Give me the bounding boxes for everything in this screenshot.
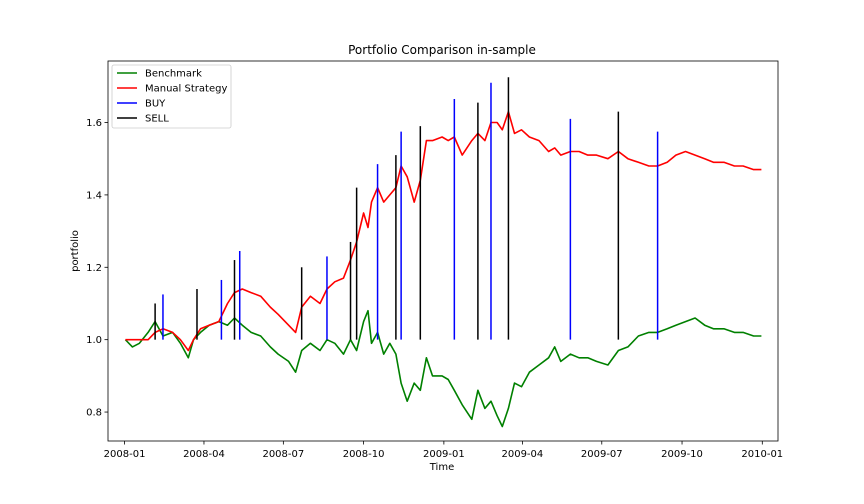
series-line-manual-strategy — [125, 110, 762, 352]
x-tick-label: 2008-04 — [183, 449, 225, 460]
x-axis: 2008-01 2008-04 2008-07 2008-10 2009-01 2009-… — [104, 441, 783, 460]
x-tick-label: 2008-07 — [262, 449, 304, 460]
y-tick-label: 1.6 — [86, 118, 102, 129]
chart-title: Portfolio Comparison in-sample — [348, 43, 536, 57]
legend: Benchmark Manual Strategy BUY SELL — [111, 64, 232, 129]
x-tick-label: 2008-01 — [104, 449, 146, 460]
legend-label-benchmark: Benchmark — [145, 69, 202, 80]
plot-frame — [107, 60, 779, 442]
y-tick-label: 1.0 — [86, 335, 102, 346]
y-axis: 0.8 1.0 1.2 1.4 1.6 — [86, 118, 108, 419]
y-tick-label: 1.2 — [86, 263, 102, 274]
legend-box — [111, 64, 232, 129]
series-line-benchmark — [124, 309, 762, 428]
x-tick-label: 2008-10 — [343, 449, 385, 460]
plot-area — [107, 60, 779, 442]
legend-label-buy: BUY — [145, 99, 166, 110]
x-tick-label: 2010-01 — [741, 449, 783, 460]
series-layer — [124, 110, 762, 428]
y-tick-label: 0.8 — [86, 408, 102, 419]
legend-label-manual-strategy: Manual Strategy — [145, 84, 227, 95]
x-tick-label: 2009-04 — [501, 449, 543, 460]
x-tick-label: 2009-07 — [581, 449, 623, 460]
x-axis-label: Time — [429, 462, 454, 473]
legend-label-sell: SELL — [145, 114, 169, 125]
y-tick-label: 1.4 — [86, 190, 102, 201]
x-tick-label: 2009-01 — [423, 449, 465, 460]
signal-layer — [154, 77, 659, 340]
x-tick-label: 2009-10 — [661, 449, 703, 460]
y-axis-label: portfolio — [70, 230, 81, 272]
